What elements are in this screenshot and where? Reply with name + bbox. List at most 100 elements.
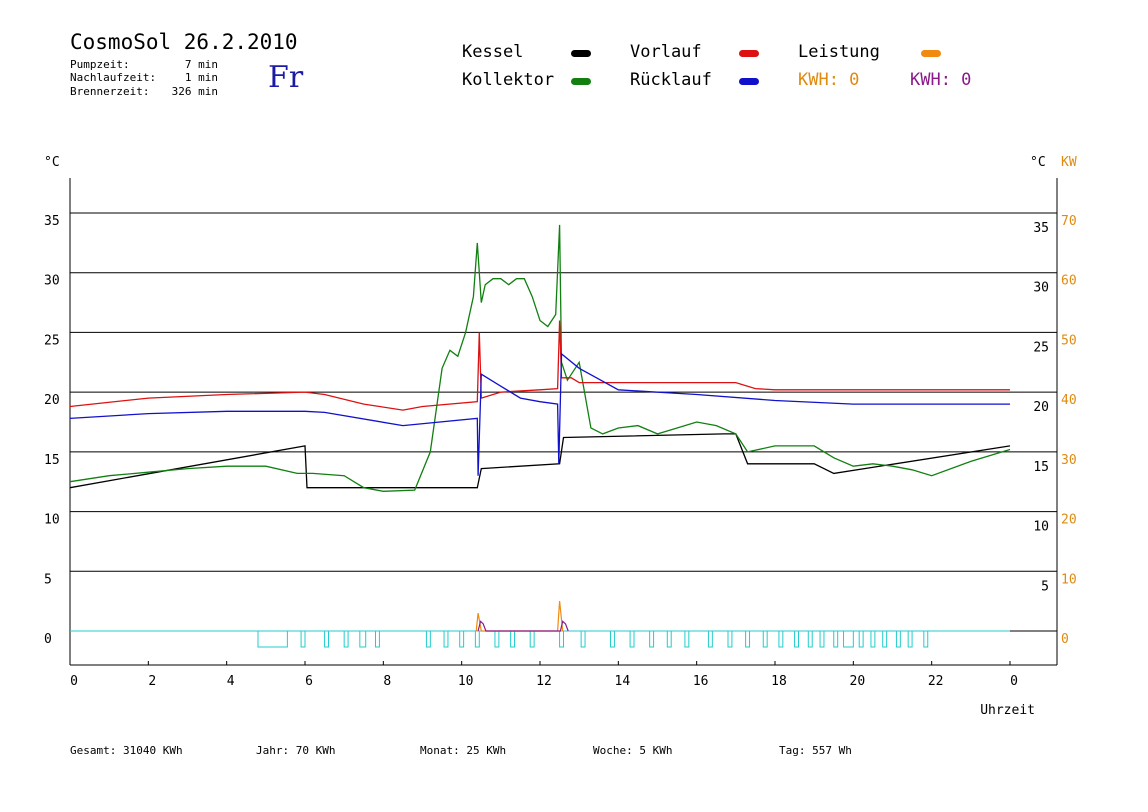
- legend-label-ruecklauf: Rücklauf: [630, 70, 712, 90]
- pump-pulse: [375, 630, 380, 648]
- y-axis-label-left: °C: [44, 155, 60, 170]
- y-axis-label-right: °C: [1030, 155, 1046, 170]
- legend-swatch-kollektor: [571, 78, 591, 85]
- stat-label-pumpzeit: Pumpzeit:: [70, 58, 130, 71]
- kw-tick-label: 0: [1061, 632, 1069, 647]
- x-tick-label: 2: [148, 674, 156, 689]
- pump-pulse: [807, 630, 813, 648]
- pump-pulse: [778, 630, 784, 648]
- stat-value-nachlaufzeit: 1 min: [184, 71, 218, 84]
- pump-pulse: [425, 630, 431, 648]
- pump-pulse: [684, 630, 690, 648]
- y-tick-label-left: 35: [44, 214, 60, 229]
- y-tick-label-left: 15: [44, 453, 60, 468]
- x-tick-label: 22: [928, 674, 944, 689]
- weekday-label: Fr: [268, 60, 304, 95]
- x-tick-label: 10: [458, 674, 474, 689]
- y-tick-label-right: 10: [1033, 520, 1049, 535]
- legend-swatch-kessel: [571, 50, 591, 57]
- stat-label-nachlaufzeit: Nachlaufzeit:: [70, 71, 157, 84]
- pump-pulse: [707, 630, 713, 648]
- page-title: CosmoSol 26.2.2010: [70, 30, 298, 54]
- y-tick-label-right: 30: [1033, 281, 1049, 296]
- stat-value-pumpzeit: 7 min: [184, 58, 218, 71]
- y-tick-label-left: 30: [44, 274, 60, 289]
- series-kwh-line: [477, 620, 569, 632]
- series-kessel-line: [69, 433, 1011, 489]
- stat-label-brennerzeit: Brennerzeit:: [70, 85, 150, 98]
- pump-pulse: [443, 630, 449, 648]
- x-tick-label: 6: [305, 674, 313, 689]
- pump-pulse: [895, 630, 901, 648]
- stat-value-brennerzeit: 326 min: [171, 85, 218, 98]
- legend-label-leistung: Leistung: [798, 42, 880, 62]
- pump-pulse: [870, 630, 876, 648]
- y-tick-label-left: 25: [44, 333, 60, 348]
- pump-pulse: [794, 630, 799, 648]
- pump-pulse: [843, 630, 854, 648]
- legend-swatch-leistung: [921, 50, 941, 57]
- pump-pulse: [300, 630, 306, 648]
- pump-pulse: [727, 630, 733, 648]
- pump-pulse: [923, 630, 929, 648]
- y-tick-label-left: 5: [44, 572, 52, 587]
- y-tick-label-left: 0: [44, 632, 52, 647]
- kw-tick-label: 50: [1061, 333, 1077, 348]
- footer-woche: Woche: 5 KWh: [593, 744, 673, 757]
- series-leistung-line: [475, 601, 564, 632]
- pump-pulse: [510, 630, 516, 648]
- x-tick-label: 14: [615, 674, 631, 689]
- pump-pulse: [324, 630, 330, 648]
- footer-jahr: Jahr: 70 KWh: [256, 744, 336, 757]
- y-tick-label-right: 35: [1033, 221, 1049, 236]
- pump-pulse: [359, 630, 367, 648]
- kw-tick-label: 60: [1061, 274, 1077, 289]
- y-tick-label-left: 10: [44, 513, 60, 528]
- x-tick-label: 0: [1010, 674, 1018, 689]
- pump-pulse: [459, 630, 465, 648]
- x-tick-label: 4: [227, 674, 235, 689]
- series-vorlauf-line: [69, 320, 1010, 411]
- legend-kwh-purple: KWH: 0: [910, 70, 972, 90]
- pump-pulse: [610, 630, 615, 648]
- pump-pulse: [559, 630, 564, 648]
- pump-pulse: [649, 630, 655, 648]
- legend-label-vorlauf: Vorlauf: [630, 42, 702, 62]
- y-tick-label-right: 5: [1041, 579, 1049, 594]
- x-tick-label: 12: [536, 674, 552, 689]
- kw-tick-label: 40: [1061, 393, 1077, 408]
- legend-label-kollektor: Kollektor: [462, 70, 555, 90]
- pump-pulse: [494, 630, 500, 648]
- pump-pulse: [819, 630, 825, 648]
- y-tick-label-left: 20: [44, 393, 60, 408]
- y-tick-label-right: 20: [1033, 400, 1049, 415]
- pump-pulse: [257, 630, 288, 648]
- kw-tick-label: 30: [1061, 453, 1077, 468]
- x-tick-label: 8: [383, 674, 391, 689]
- legend-label-kessel: Kessel: [462, 42, 524, 62]
- footer-monat: Monat: 25 KWh: [420, 744, 507, 757]
- footer-gesamt: Gesamt: 31040 KWh: [70, 744, 183, 757]
- x-tick-label: 20: [850, 674, 866, 689]
- pump-pulse: [629, 630, 635, 648]
- kw-axis-label: KW: [1061, 155, 1077, 170]
- pump-pulse: [666, 630, 672, 648]
- kw-tick-label: 20: [1061, 513, 1077, 528]
- legend-kwh-orange: KWH: 0: [798, 70, 860, 90]
- pump-pulse: [907, 630, 913, 648]
- pump-pulse: [762, 630, 768, 648]
- y-tick-label-right: 15: [1033, 460, 1049, 475]
- x-tick-label: 16: [693, 674, 709, 689]
- x-axis-label: Uhrzeit: [980, 703, 1035, 718]
- x-tick-label: 0: [70, 674, 78, 689]
- kw-tick-label: 10: [1061, 572, 1077, 587]
- footer-tag: Tag: 557 Wh: [779, 744, 852, 757]
- legend-swatch-ruecklauf: [739, 78, 759, 85]
- pump-pulse: [529, 630, 535, 648]
- series-kollektor-line: [69, 224, 1011, 492]
- pump-pulse: [882, 630, 888, 648]
- pump-pulse: [858, 630, 864, 648]
- y-tick-label-right: 25: [1033, 340, 1049, 355]
- pump-pulse: [745, 630, 751, 648]
